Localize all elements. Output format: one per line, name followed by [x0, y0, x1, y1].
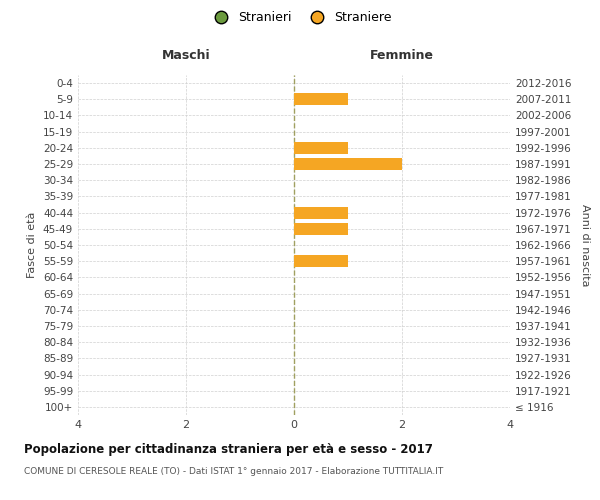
Bar	[294, 142, 348, 154]
Bar	[294, 158, 402, 170]
Bar	[294, 255, 348, 268]
Text: Popolazione per cittadinanza straniera per età e sesso - 2017: Popolazione per cittadinanza straniera p…	[24, 442, 433, 456]
Bar	[294, 93, 348, 106]
Legend: Stranieri, Straniere: Stranieri, Straniere	[203, 6, 397, 29]
Bar	[294, 222, 348, 235]
Text: Femmine: Femmine	[370, 49, 434, 62]
Y-axis label: Anni di nascita: Anni di nascita	[580, 204, 590, 286]
Bar	[294, 206, 348, 218]
Text: Maschi: Maschi	[161, 49, 211, 62]
Y-axis label: Fasce di età: Fasce di età	[28, 212, 37, 278]
Text: COMUNE DI CERESOLE REALE (TO) - Dati ISTAT 1° gennaio 2017 - Elaborazione TUTTIT: COMUNE DI CERESOLE REALE (TO) - Dati IST…	[24, 468, 443, 476]
